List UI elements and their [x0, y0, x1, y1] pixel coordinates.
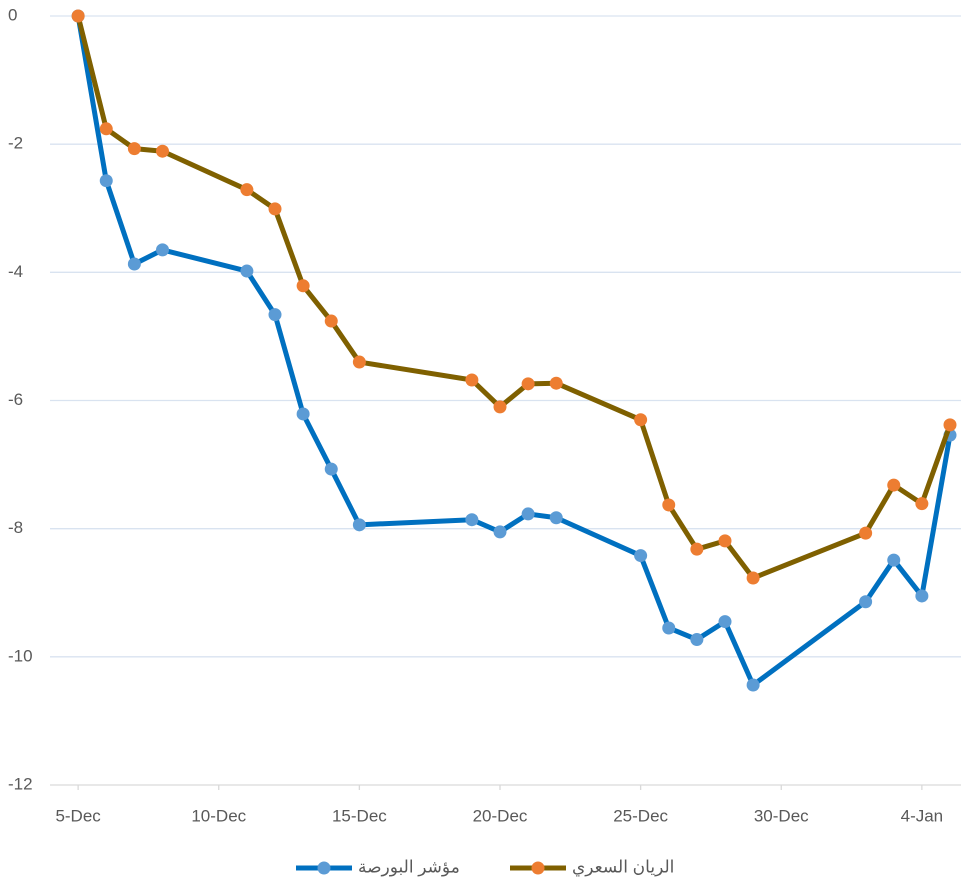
x-tick-label: 10-Dec: [191, 806, 246, 825]
legend-label: الريان السعري: [572, 857, 674, 877]
x-tick-label: 30-Dec: [754, 806, 809, 825]
point-marker: [268, 202, 282, 216]
x-tick-label: 15-Dec: [332, 806, 387, 825]
point-marker: [493, 525, 507, 539]
legend-item: مؤشر البورصة: [296, 857, 460, 876]
point-marker: [662, 498, 676, 512]
point-marker: [859, 595, 873, 609]
point-marker: [296, 279, 310, 293]
point-marker: [690, 633, 704, 647]
point-marker: [915, 589, 929, 603]
point-marker: [324, 462, 338, 476]
point-marker: [634, 413, 648, 427]
point-marker: [99, 122, 113, 136]
point-marker: [465, 373, 479, 387]
point-marker: [634, 549, 648, 563]
point-marker: [549, 511, 563, 525]
point-marker: [465, 513, 479, 527]
point-marker: [887, 478, 901, 492]
point-marker: [746, 571, 760, 585]
y-tick-label: -4: [8, 262, 23, 281]
point-marker: [296, 407, 310, 421]
point-marker: [718, 615, 732, 629]
point-marker: [915, 497, 929, 511]
point-marker: [156, 243, 169, 257]
point-marker: [859, 526, 873, 540]
point-marker: [521, 377, 535, 391]
point-marker: [887, 553, 901, 567]
y-tick-label: -6: [8, 390, 23, 409]
point-marker: [99, 174, 113, 188]
point-marker: [156, 144, 169, 158]
series-line: [75, 15, 953, 581]
point-marker: [549, 376, 563, 390]
point-marker: [127, 142, 141, 156]
point-marker: [718, 534, 732, 548]
x-tick-label: 4-Jan: [901, 806, 944, 825]
point-marker: [521, 507, 535, 521]
x-tick-label: 20-Dec: [473, 806, 528, 825]
legend-marker: [531, 861, 545, 875]
point-marker: [943, 418, 957, 432]
point-marker: [662, 621, 676, 635]
point-marker: [71, 9, 85, 23]
x-tick-label: 25-Dec: [613, 806, 668, 825]
point-marker: [268, 308, 282, 322]
x-tick-label: 5-Dec: [55, 806, 101, 825]
y-tick-label: -10: [8, 646, 33, 665]
legend-label: مؤشر البورصة: [358, 857, 460, 876]
point-marker: [240, 183, 254, 197]
point-marker: [746, 678, 760, 692]
point-marker: [240, 264, 254, 278]
point-marker: [324, 314, 338, 328]
point-marker: [352, 518, 366, 532]
y-tick-label: -12: [8, 774, 33, 793]
y-tick-label: 0: [8, 5, 17, 24]
point-marker: [690, 542, 704, 556]
legend-marker: [317, 861, 331, 875]
legend-item: الريان السعري: [510, 857, 674, 877]
point-marker: [493, 400, 507, 414]
series-line: [75, 15, 953, 688]
y-tick-label: -8: [8, 518, 23, 537]
point-marker: [127, 257, 141, 271]
y-tick-label: -2: [8, 134, 23, 153]
point-marker: [352, 355, 366, 369]
